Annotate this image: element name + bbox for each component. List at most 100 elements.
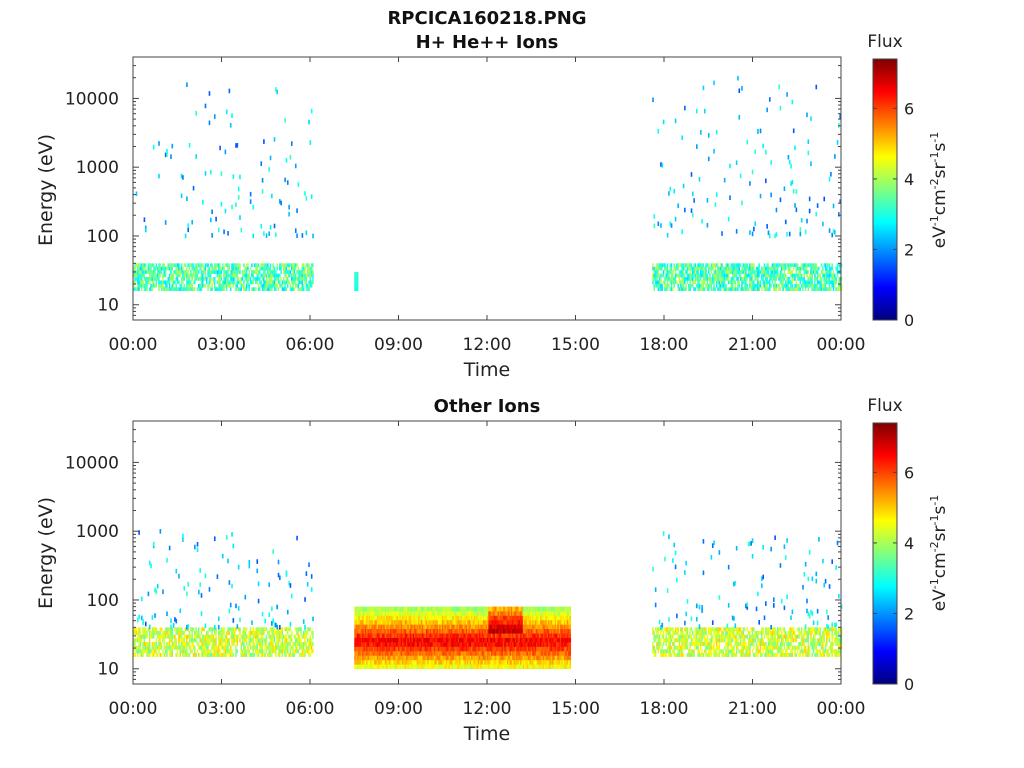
flux-cell xyxy=(392,611,395,616)
flux-cell xyxy=(191,263,193,268)
flux-cell xyxy=(235,645,237,650)
flux-cell xyxy=(387,619,390,625)
flux-cell xyxy=(440,650,443,656)
flux-cell xyxy=(773,266,775,271)
flux-cell xyxy=(818,273,820,278)
flux-cell xyxy=(259,630,261,635)
flux-cell xyxy=(838,277,840,281)
flux-cell xyxy=(832,649,835,654)
flux-cell xyxy=(417,624,420,630)
flux-cell xyxy=(195,263,197,268)
flux-cell xyxy=(192,645,195,650)
flux-cell xyxy=(816,280,819,285)
flux-cell xyxy=(370,624,372,630)
flux-cell xyxy=(447,637,449,643)
flux-cell xyxy=(155,649,158,654)
flux-cell xyxy=(676,645,678,650)
flux-cell xyxy=(302,641,305,646)
flux-cell xyxy=(179,273,181,278)
flux-cell xyxy=(674,645,677,650)
flux-cell xyxy=(260,641,262,646)
flux-cell xyxy=(384,659,387,665)
flux-cell xyxy=(699,627,702,632)
flux-cell xyxy=(835,266,837,271)
flux-cell xyxy=(150,266,152,271)
flux-cell xyxy=(721,649,723,654)
flux-cell xyxy=(239,630,241,635)
flux-cell xyxy=(285,158,288,163)
flux-cell xyxy=(754,634,756,639)
flux-cell xyxy=(733,630,735,635)
flux-cell xyxy=(677,638,679,643)
flux-cell xyxy=(362,642,364,647)
flux-cell xyxy=(269,649,272,654)
flux-cell xyxy=(669,638,671,643)
flux-cell xyxy=(206,630,208,635)
flux-cell xyxy=(221,266,224,271)
flux-cell xyxy=(783,634,786,639)
flux-cell xyxy=(717,634,719,639)
flux-cell xyxy=(784,630,787,635)
flux-cell xyxy=(730,263,733,268)
flux-cell xyxy=(670,627,673,632)
flux-cell xyxy=(693,641,695,646)
flux-cell xyxy=(660,280,662,285)
flux-cell xyxy=(136,263,139,268)
flux-cell xyxy=(372,606,375,612)
flux-cell xyxy=(703,634,706,639)
flux-cell xyxy=(795,273,798,278)
flux-cell xyxy=(190,287,192,292)
flux-cell xyxy=(727,603,730,608)
flux-cell xyxy=(416,655,419,661)
flux-cell xyxy=(158,173,160,179)
flux-cell xyxy=(423,664,426,670)
flux-cell xyxy=(709,283,711,288)
flux-cell xyxy=(812,645,815,650)
flux-cell xyxy=(146,287,148,292)
flux-cell xyxy=(135,270,138,274)
flux-cell xyxy=(296,263,298,268)
flux-cell xyxy=(367,664,370,670)
flux-cell xyxy=(784,638,787,643)
flux-cell xyxy=(174,280,176,285)
flux-cell xyxy=(378,650,380,656)
flux-cell xyxy=(192,266,195,271)
flux-cell xyxy=(440,606,443,612)
flux-cell xyxy=(285,641,288,646)
flux-cell xyxy=(220,266,223,271)
flux-cell xyxy=(670,273,673,278)
flux-cell xyxy=(263,649,265,654)
flux-cell xyxy=(281,280,284,285)
flux-cell xyxy=(294,638,297,643)
flux-cell xyxy=(808,652,811,657)
flux-cell xyxy=(775,641,778,646)
flux-cell xyxy=(396,606,399,612)
flux-cell xyxy=(285,287,288,292)
flux-cell xyxy=(229,287,232,292)
flux-cell xyxy=(791,627,794,632)
flux-cell xyxy=(814,638,816,643)
flux-cell xyxy=(448,650,451,656)
flux-cell xyxy=(156,277,159,281)
flux-cell xyxy=(686,280,689,285)
flux-cell xyxy=(382,606,384,612)
flux-cell xyxy=(665,652,667,657)
flux-cell xyxy=(715,630,718,635)
flux-cell xyxy=(175,283,177,288)
flux-cell xyxy=(358,624,360,630)
flux-cell xyxy=(387,642,390,647)
flux-cell xyxy=(811,652,813,657)
flux-cell xyxy=(705,266,707,271)
flux-cell xyxy=(236,649,239,654)
flux-cell xyxy=(417,646,420,652)
flux-cell xyxy=(729,641,731,646)
flux-cell xyxy=(696,634,698,639)
flux-cell xyxy=(388,615,391,621)
flux-cell xyxy=(681,630,683,635)
flux-cell xyxy=(705,273,707,278)
flux-cell xyxy=(710,627,713,632)
flux-cell xyxy=(769,630,771,635)
panel-1-ticks: 00:00 03:00 06:00 09:00 12:00 15:00 18:00 21:00… xyxy=(65,56,866,355)
flux-cell xyxy=(701,630,703,635)
flux-cell xyxy=(826,270,828,274)
